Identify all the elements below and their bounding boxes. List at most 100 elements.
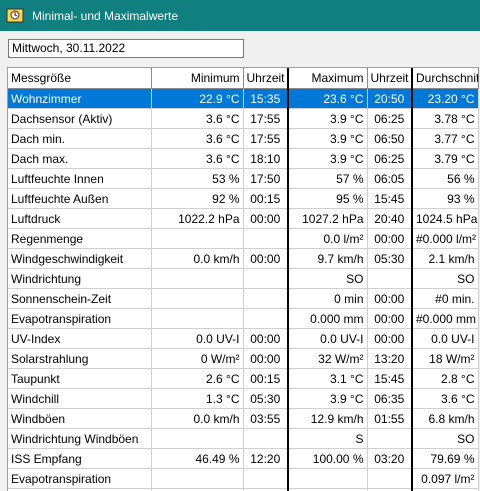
cell-minimum: 92 % [151,189,243,209]
cell-uhrzeit-min: 00:15 [243,189,288,209]
cell-messgroesse: UV-Index [8,329,151,349]
col-header-maximum[interactable]: Maximum [288,68,367,89]
cell-uhrzeit-max: 06:50 [367,129,412,149]
app-icon[interactable] [6,7,24,25]
cell-messgroesse: Windrichtung [8,269,151,289]
cell-uhrzeit-max [367,469,412,489]
cell-messgroesse: Dach max. [8,149,151,169]
cell-uhrzeit-min: 12:20 [243,449,288,469]
cell-uhrzeit-max: 15:45 [367,369,412,389]
cell-uhrzeit-min [243,289,288,309]
cell-uhrzeit-min: 17:50 [243,169,288,189]
cell-minimum: 1022.2 hPa [151,209,243,229]
cell-minimum: 3.6 °C [151,109,243,129]
cell-minimum: 0.0 km/h [151,409,243,429]
cell-uhrzeit-min: 00:00 [243,329,288,349]
cell-minimum: 3.6 °C [151,149,243,169]
cell-uhrzeit-max: 06:25 [367,149,412,169]
cell-durchschnitt: #0.000 mm [412,309,478,329]
cell-durchschnitt: 3.79 °C [412,149,478,169]
cell-durchschnitt: 79.69 % [412,449,478,469]
cell-uhrzeit-max: 06:05 [367,169,412,189]
cell-minimum: 0.0 km/h [151,249,243,269]
cell-uhrzeit-max: 06:25 [367,109,412,129]
cell-maximum: 3.9 °C [288,109,367,129]
col-header-uhrzeit-min[interactable]: Uhrzeit [243,68,288,89]
cell-uhrzeit-min [243,469,288,489]
cell-uhrzeit-max: 20:50 [367,89,412,109]
min-max-table[interactable]: Messgröße Minimum Uhrzeit Maximum Uhrzei… [7,67,479,491]
cell-uhrzeit-max: 00:00 [367,229,412,249]
cell-durchschnitt: 18 W/m² [412,349,478,369]
cell-maximum: S [288,429,367,449]
date-field[interactable]: Mittwoch, 30.11.2022 [8,39,244,58]
cell-messgroesse: Dach min. [8,129,151,149]
cell-uhrzeit-max: 06:35 [367,389,412,409]
cell-maximum: 32 W/m² [288,349,367,369]
col-header-uhrzeit-max[interactable]: Uhrzeit [367,68,412,89]
cell-messgroesse: Regenmenge [8,229,151,249]
cell-maximum: 95 % [288,189,367,209]
cell-messgroesse: Wohnzimmer [8,89,151,109]
cell-durchschnitt: 2.1 km/h [412,249,478,269]
cell-uhrzeit-min: 00:15 [243,369,288,389]
cell-minimum [151,269,243,289]
cell-uhrzeit-max: 13:20 [367,349,412,369]
cell-durchschnitt: #0 min. [412,289,478,309]
cell-minimum: 3.6 °C [151,129,243,149]
cell-messgroesse: Dachsensor (Aktiv) [8,109,151,129]
cell-durchschnitt: 2.8 °C [412,369,478,389]
col-header-durchschnitt[interactable]: Durchschnitt [412,68,478,89]
cell-maximum: 0.000 mm [288,309,367,329]
cell-maximum: 3.9 °C [288,129,367,149]
cell-uhrzeit-min: 18:10 [243,149,288,169]
col-header-messgroesse[interactable]: Messgröße [8,68,151,89]
cell-uhrzeit-min [243,309,288,329]
cell-uhrzeit-min: 00:00 [243,209,288,229]
cell-minimum: 0 W/m² [151,349,243,369]
cell-uhrzeit-min [243,269,288,289]
cell-durchschnitt: SO [412,269,478,289]
cell-maximum: 12.9 km/h [288,409,367,429]
cell-durchschnitt: 3.78 °C [412,109,478,129]
table-row[interactable]: Evapotranspiration 0.097 l/m² [8,469,478,489]
cell-messgroesse: Solarstrahlung [8,349,151,369]
cell-messgroesse: Luftfeuchte Innen [8,169,151,189]
cell-minimum [151,229,243,249]
cell-durchschnitt: SO [412,429,478,449]
window-title: Minimal- und Maximalwerte [32,9,178,23]
table-header-row: Messgröße Minimum Uhrzeit Maximum Uhrzei… [8,68,478,89]
cell-minimum [151,289,243,309]
cell-uhrzeit-min [243,229,288,249]
cell-durchschnitt: 0.097 l/m² [412,469,478,489]
cell-messgroesse: Evapotranspiration [8,469,151,489]
col-header-minimum[interactable]: Minimum [151,68,243,89]
cell-maximum: 1027.2 hPa [288,209,367,229]
cell-maximum: 0 min [288,289,367,309]
cell-uhrzeit-min: 05:30 [243,389,288,409]
cell-uhrzeit-min: 00:00 [243,249,288,269]
cell-uhrzeit-max: 03:20 [367,449,412,469]
cell-durchschnitt: 93 % [412,189,478,209]
cell-minimum [151,469,243,489]
cell-uhrzeit-max: 00:00 [367,309,412,329]
